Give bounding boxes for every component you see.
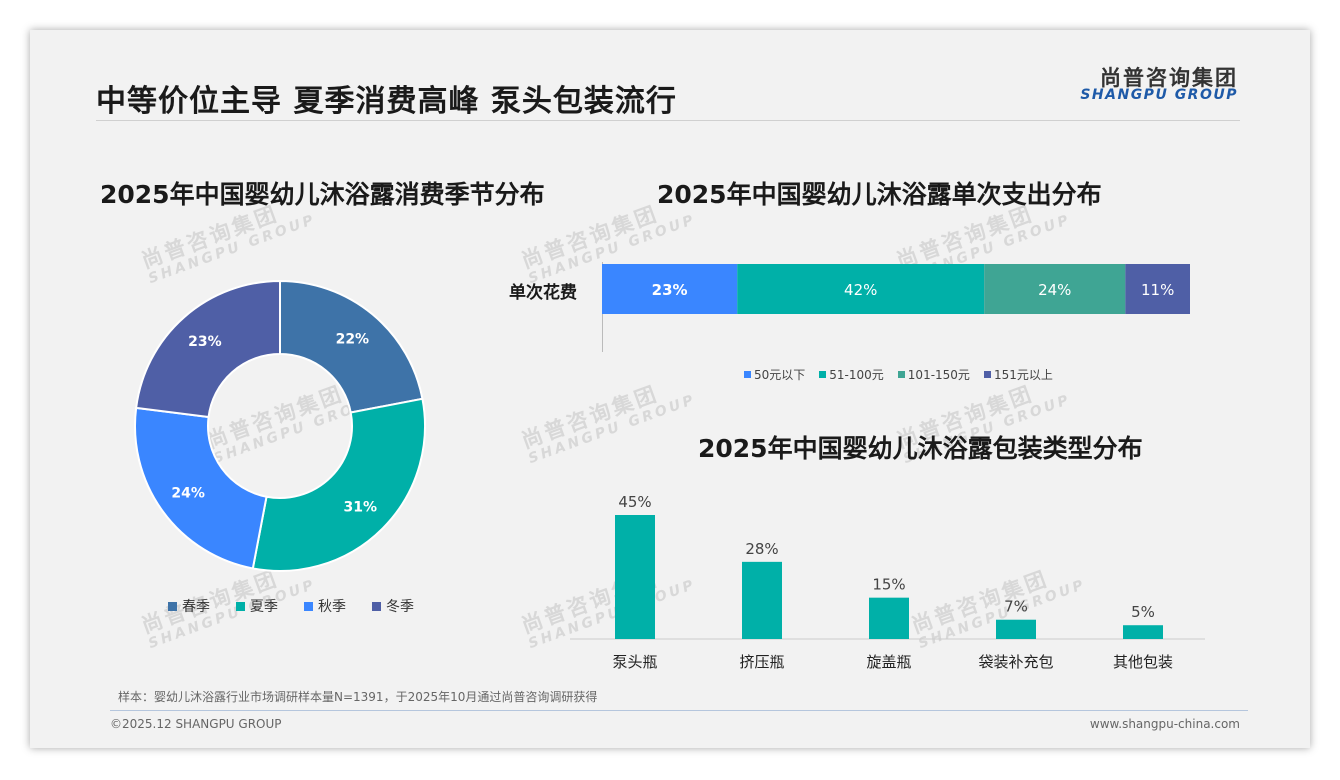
legend-item-under50: 50元以下 (744, 366, 805, 383)
stacked-segment-label: 23% (652, 281, 688, 299)
column-value-label: 7% (1004, 598, 1028, 616)
donut-slice-label: 23% (188, 334, 222, 350)
column-category-label: 旋盖瓶 (866, 653, 911, 671)
stacked-segment-label: 42% (844, 281, 877, 299)
stacked-legend: 50元以下 51-100元 101-150元 151元以上 (744, 366, 1067, 383)
legend-swatch (372, 601, 381, 611)
column-bar (869, 597, 909, 639)
page-title: 中等价位主导 夏季消费高峰 泵头包装流行 (96, 84, 677, 119)
stacked-segment (984, 264, 1126, 314)
legend-swatch (236, 601, 245, 611)
column-value-label: 5% (1131, 603, 1155, 621)
watermark: 尚普咨询集团 SHANGPU GROUP (518, 381, 699, 468)
column-category-label: 袋装补充包 (978, 653, 1053, 671)
legend-item-51-100: 51-100元 (819, 366, 884, 383)
donut-slice (134, 406, 268, 570)
column-value-label: 28% (745, 540, 778, 558)
column-bar (1123, 625, 1163, 639)
donut-slice-label: 31% (343, 499, 377, 515)
legend-swatch (983, 371, 991, 378)
stacked-segment (1125, 264, 1190, 314)
packaging-column-chart: 45% 泵头瓶 28% 挤压瓶 15% 旋盖瓶 7% 袋装补充包 5% 其他包装 (570, 493, 1205, 671)
legend-item-101-150: 101-150元 (897, 366, 970, 383)
column-bar (996, 619, 1036, 639)
stacked-segment (602, 264, 738, 314)
legend-item-spring: 春季 (168, 596, 210, 616)
title-divider (96, 120, 1240, 121)
stacked-segment-label: 11% (1141, 281, 1174, 299)
column-value-label: 15% (872, 576, 905, 594)
legend-swatch (168, 601, 177, 611)
donut-chart-title: 2025年中国婴幼儿沐浴露消费季节分布 (100, 180, 545, 209)
legend-label: 冬季 (386, 599, 414, 615)
donut-slice-label: 22% (336, 332, 370, 348)
legend-item-over151: 151元以上 (983, 366, 1053, 383)
legend-label: 51-100元 (829, 368, 884, 382)
legend-swatch (744, 371, 751, 378)
copyright-text: ©2025.12 SHANGPU GROUP (110, 717, 282, 731)
footer-divider (110, 710, 1248, 711)
donut-slice-label: 24% (171, 486, 205, 502)
column-category-label: 其他包装 (1113, 653, 1173, 671)
legend-label: 夏季 (250, 599, 278, 615)
donut-legend: 春季 夏季 秋季 冬季 (168, 596, 440, 616)
stacked-chart-title: 2025年中国婴幼儿沐浴露单次支出分布 (657, 180, 1102, 209)
legend-item-autumn: 秋季 (304, 596, 346, 616)
legend-label: 151元以上 (993, 368, 1053, 382)
website-link[interactable]: www.shangpu-china.com (1089, 717, 1240, 731)
legend-item-summer: 夏季 (236, 596, 278, 616)
sample-note: 样本：婴幼儿沐浴露行业市场调研样本量N=1391，于2025年10月通过尚普咨询… (118, 690, 598, 704)
legend-label: 50元以下 (754, 368, 806, 382)
logo-text-en: SHANGPU GROUP (1080, 87, 1238, 103)
legend-swatch (897, 371, 905, 378)
legend-swatch (304, 601, 313, 611)
season-donut-chart: 22% 31% 24% 23% (134, 279, 426, 572)
column-category-label: 挤压瓶 (739, 653, 784, 671)
spend-stacked-bar: 23% 42% 24% 11% (602, 264, 1190, 314)
stacked-segment (737, 264, 985, 314)
slide: 尚普咨询集团 SHANGPU GROUP 尚普咨询集团 SHANGPU GROUP … (30, 30, 1310, 748)
donut-slice (135, 279, 281, 419)
donut-slice (251, 397, 426, 572)
stacked-segment-label: 24% (1038, 281, 1071, 299)
column-value-label: 45% (618, 493, 651, 511)
legend-label: 秋季 (318, 599, 346, 615)
column-bar (615, 515, 655, 639)
legend-label: 101-150元 (907, 368, 970, 382)
legend-item-winter: 冬季 (372, 596, 414, 616)
column-bar (742, 561, 782, 639)
column-category-label: 泵头瓶 (612, 653, 657, 671)
column-chart-title: 2025年中国婴幼儿沐浴露包装类型分布 (698, 434, 1143, 463)
legend-label: 春季 (182, 599, 210, 615)
stacked-row-label: 单次花费 (509, 283, 577, 303)
logo-text-cn: 尚普咨询集团 (1100, 66, 1238, 90)
donut-slice (279, 279, 424, 414)
legend-swatch (819, 371, 827, 378)
